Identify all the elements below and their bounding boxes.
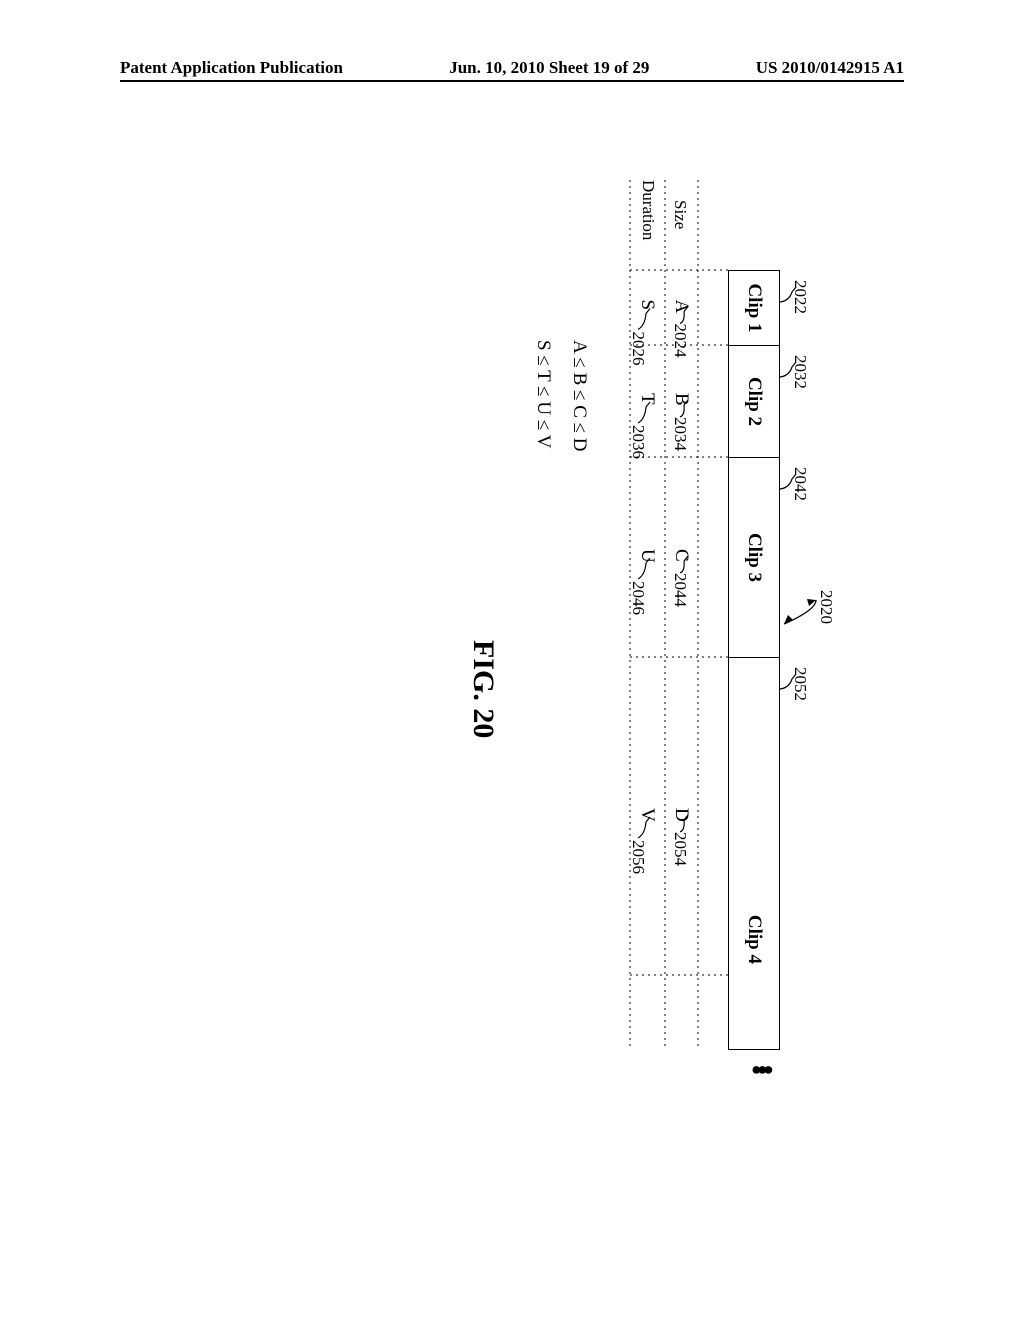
ref-2024: 2024: [670, 324, 690, 358]
ref-2042: 2042: [790, 467, 810, 501]
figure-rotated-content: 2020 Clip 1Clip 2Clip 3Clip 4 ••• Size D…: [210, 160, 830, 1120]
header-center: Jun. 10, 2010 Sheet 19 of 29: [449, 58, 649, 78]
ref-2046: 2046: [628, 581, 648, 615]
header-right: US 2010/0142915 A1: [756, 58, 904, 78]
size-val-D: D: [670, 808, 692, 822]
ref-2022: 2022: [790, 280, 810, 314]
ref-2036: 2036: [628, 425, 648, 459]
dur-val-U: U: [636, 549, 658, 563]
ref-2034: 2034: [670, 417, 690, 451]
size-val-C: C: [670, 549, 692, 562]
overlay-svg: [210, 160, 830, 1120]
page-header: Patent Application Publication Jun. 10, …: [0, 58, 1024, 78]
ref-2044: 2044: [670, 573, 690, 607]
ref-2026: 2026: [628, 332, 648, 366]
header-left: Patent Application Publication: [120, 58, 343, 78]
ref-2052: 2052: [790, 667, 810, 701]
size-val-A: A: [670, 300, 692, 314]
header-rule: [120, 80, 904, 82]
size-val-B: B: [670, 393, 692, 406]
ref-2054: 2054: [670, 832, 690, 866]
dur-val-V: V: [636, 808, 658, 822]
dur-val-S: S: [636, 300, 658, 311]
dur-val-T: T: [636, 393, 658, 405]
figure-area: 2020 Clip 1Clip 2Clip 3Clip 4 ••• Size D…: [210, 160, 830, 1120]
ref-2056: 2056: [628, 840, 648, 874]
ref-2032: 2032: [790, 355, 810, 389]
